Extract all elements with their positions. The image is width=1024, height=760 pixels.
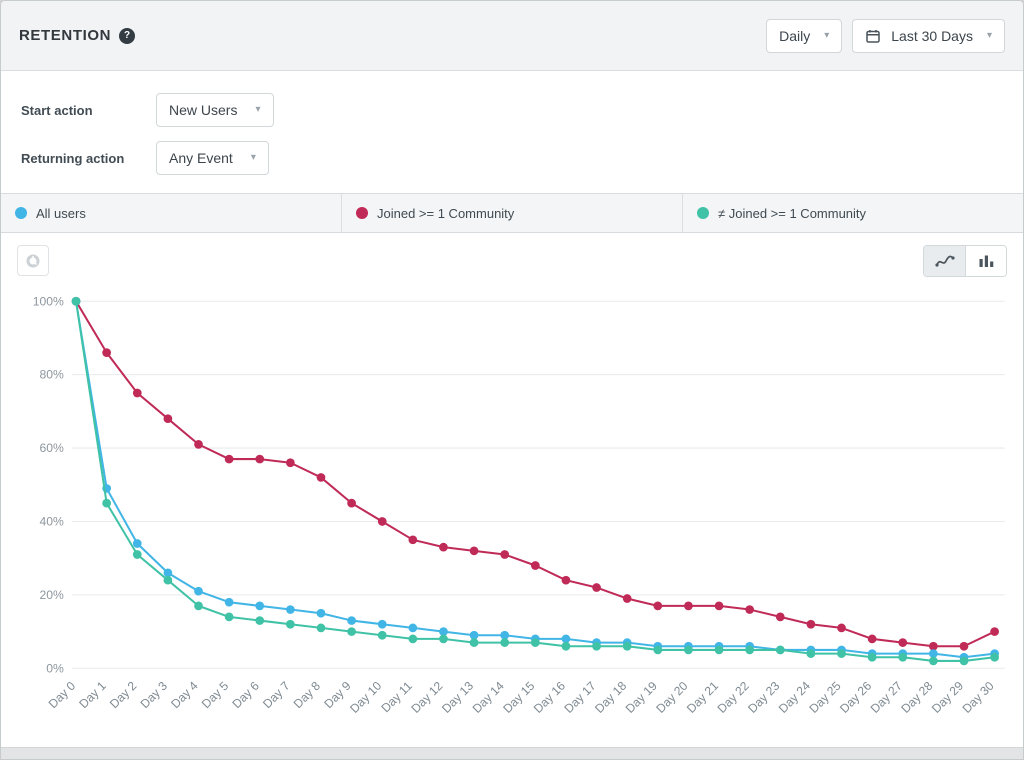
svg-text:0%: 0%	[46, 661, 64, 675]
svg-text:Day 12: Day 12	[408, 679, 445, 716]
help-icon[interactable]: ?	[119, 27, 136, 44]
svg-text:Day 21: Day 21	[684, 679, 721, 716]
legend-item-joined-community[interactable]: Joined >= 1 Community	[341, 194, 682, 232]
series-dot	[356, 207, 368, 219]
svg-text:Day 16: Day 16	[531, 679, 568, 716]
chart-toolbar	[1, 245, 1023, 279]
svg-text:Day 1: Day 1	[76, 679, 109, 712]
svg-text:Day 17: Day 17	[562, 679, 599, 716]
svg-text:Day 18: Day 18	[592, 679, 629, 716]
series-dot	[15, 207, 27, 219]
legend-label: All users	[36, 205, 86, 221]
line-chart-icon	[934, 255, 955, 267]
returning-action-label: Returning action	[21, 150, 125, 166]
svg-text:Day 0: Day 0	[46, 679, 79, 712]
svg-text:60%: 60%	[40, 441, 65, 455]
legend-item-not-joined-community[interactable]: ≠ Joined >= 1 Community	[682, 194, 1023, 232]
chevron-down-icon: ▾	[986, 29, 992, 41]
svg-text:100%: 100%	[33, 294, 64, 308]
series-dot	[697, 207, 709, 219]
returning-action-row: Returning action Any Event ▾	[21, 141, 1003, 175]
svg-text:40%: 40%	[40, 515, 65, 529]
svg-text:Day 13: Day 13	[439, 679, 476, 716]
svg-text:Day 3: Day 3	[138, 679, 171, 712]
returning-action-dropdown[interactable]: Any Event ▾	[156, 141, 269, 175]
svg-text:Day 26: Day 26	[837, 679, 874, 716]
calendar-icon	[865, 28, 881, 44]
svg-text:Day 14: Day 14	[470, 679, 507, 716]
svg-text:Day 27: Day 27	[868, 679, 905, 716]
series-legend: All users Joined >= 1 Community ≠ Joined…	[1, 193, 1023, 233]
start-action-dropdown[interactable]: New Users ▾	[156, 93, 274, 127]
returning-action-value: Any Event	[169, 150, 233, 166]
chart-panel: 0% 20% 40% 60% 80% 100% Day 0 Day 1 Day 2 Day 3 Da…	[1, 233, 1023, 748]
legend-item-all-users[interactable]: All users	[1, 194, 341, 232]
bottom-scroll-strip[interactable]	[1, 747, 1023, 759]
svg-text:Day 11: Day 11	[378, 679, 415, 716]
chevron-down-icon: ▾	[824, 29, 830, 41]
legend-label: ≠ Joined >= 1 Community	[718, 205, 867, 221]
svg-text:Day 23: Day 23	[745, 679, 782, 716]
svg-text:Day 2: Day 2	[107, 679, 140, 712]
svg-text:Day 20: Day 20	[653, 679, 690, 716]
start-action-label: Start action	[21, 102, 93, 118]
svg-text:Day 6: Day 6	[230, 679, 263, 712]
action-controls-section: Start action New Users ▾ Returning actio…	[1, 71, 1023, 193]
svg-text:Day 7: Day 7	[260, 679, 293, 712]
date-range-dropdown[interactable]: Last 30 Days ▾	[852, 18, 1005, 53]
svg-text:Day 19: Day 19	[623, 679, 660, 716]
retention-chart: 0% 20% 40% 60% 80% 100% Day 0 Day 1 Day 2 Day 3 Da…	[1, 279, 1023, 747]
svg-text:80%: 80%	[40, 368, 65, 382]
svg-text:Day 25: Day 25	[806, 679, 843, 716]
svg-text:Day 15: Day 15	[500, 679, 537, 716]
line-chart-toggle-button[interactable]	[924, 246, 965, 276]
page-title: RETENTION	[19, 27, 112, 44]
start-action-row: Start action New Users ▾	[21, 93, 1003, 127]
chevron-down-icon: ▾	[250, 152, 256, 163]
svg-text:Day 24: Day 24	[776, 679, 813, 716]
date-range-value: Last 30 Days	[891, 27, 973, 44]
start-action-value: New Users	[169, 102, 238, 118]
svg-text:Day 28: Day 28	[898, 679, 935, 716]
svg-text:Day 22: Day 22	[715, 679, 752, 716]
chart-type-toggle	[923, 245, 1007, 277]
svg-text:Day 10: Day 10	[347, 679, 384, 716]
header-controls: Daily ▾ Last 30 Days ▾	[766, 18, 1005, 53]
bar-chart-icon	[979, 255, 993, 267]
svg-text:Day 30: Day 30	[960, 679, 997, 716]
svg-text:Day 5: Day 5	[199, 679, 232, 712]
legend-label: Joined >= 1 Community	[377, 205, 515, 221]
chart-options-button[interactable]	[17, 245, 49, 276]
donut-icon	[26, 254, 40, 267]
svg-text:Day 4: Day 4	[168, 679, 201, 712]
granularity-value: Daily	[779, 27, 811, 44]
svg-text:Day 8: Day 8	[291, 679, 324, 712]
bar-chart-toggle-button[interactable]	[965, 246, 1006, 276]
report-title-group: RETENTION ?	[19, 27, 136, 44]
svg-text:20%: 20%	[40, 588, 65, 602]
report-header: RETENTION ? Daily ▾ Last 30 Days ▾	[1, 1, 1023, 71]
chevron-down-icon: ▾	[255, 104, 261, 115]
svg-text:Day 29: Day 29	[929, 679, 966, 716]
granularity-dropdown[interactable]: Daily ▾	[766, 18, 843, 53]
